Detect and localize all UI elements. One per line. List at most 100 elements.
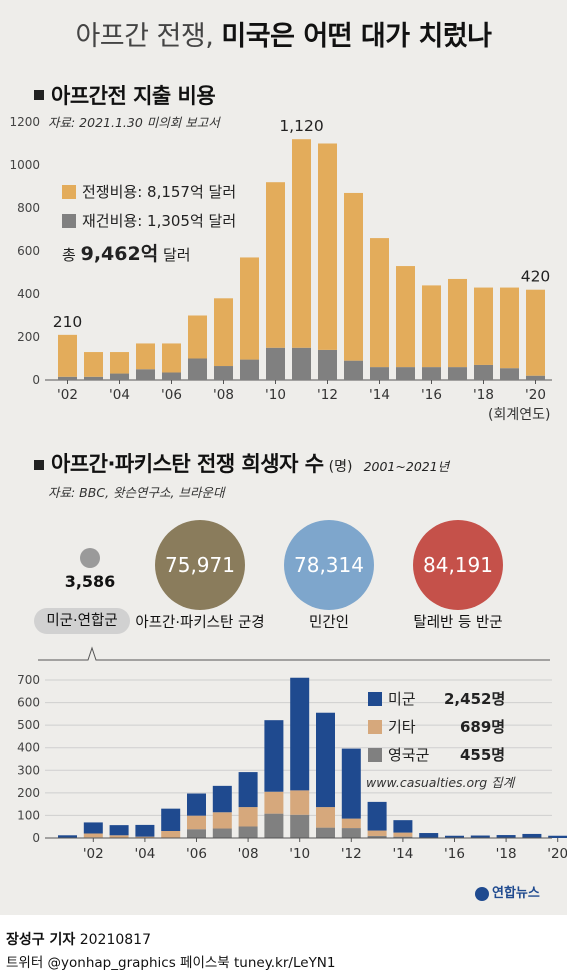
reconstruction-bar <box>58 376 77 380</box>
y-tick-label: 200 <box>17 786 40 800</box>
casualties-source: www.casualties.org 집계 <box>366 775 515 790</box>
total-cost: 총 9,462억 달러 <box>62 243 191 265</box>
x-tick-label: '12 <box>317 387 338 403</box>
war-cost-bar <box>292 139 311 348</box>
reconstruction-bar <box>188 358 207 380</box>
footer-reporter: 장성구 기자 20210817 <box>6 932 151 948</box>
section2-title: 아프간·파키스탄 전쟁 희생자 수 (명) 2001~2021년 <box>34 448 449 478</box>
war-cost-bar <box>58 334 77 377</box>
y-tick-label: 800 <box>17 201 40 215</box>
x-tick-label: '14 <box>369 387 390 403</box>
y-tick-label: 200 <box>17 330 40 344</box>
civilians-label: 민간인 <box>308 615 350 631</box>
coalition-circle <box>80 548 100 568</box>
content-panel <box>0 0 567 915</box>
uk-military-bar <box>341 828 361 838</box>
casualties-chart: 0 100 200 300 400 500 600 700 '02 '04 '06 '08 '10 '12… <box>17 673 567 862</box>
x-tick-label: '12 <box>341 846 362 862</box>
uk-military-bar <box>187 829 206 838</box>
war-cost-bar <box>370 238 389 368</box>
war-cost-bar <box>422 285 441 368</box>
x-tick-label: '08 <box>213 387 234 403</box>
war-cost-bar <box>162 343 181 373</box>
other-bar <box>109 835 129 838</box>
yonhap-logo-icon <box>475 886 489 901</box>
reconstruction-bar <box>240 359 259 380</box>
war-cost-bar <box>266 182 285 348</box>
other-swatch-icon <box>368 719 382 734</box>
reconstruction-bar <box>370 367 389 380</box>
coalition-label-pill: 미군·연합군 <box>34 608 130 634</box>
uk-military-bar <box>367 835 387 838</box>
legend-uk-military: 영국군 455명 <box>368 744 505 765</box>
war-cost-bar <box>396 266 415 368</box>
reconstruction-bar <box>500 368 519 380</box>
us-military-bar <box>187 793 206 816</box>
y-tick-label: 0 <box>32 831 40 845</box>
reconstruction-bar <box>292 347 311 380</box>
bullet-square-icon <box>34 90 44 100</box>
reconstruction-bar <box>318 349 337 380</box>
us-military-bar <box>238 772 258 808</box>
legend-reconstruction-cost: 재건비용: 1,305억 달러 <box>62 210 236 231</box>
war-cost-bar <box>344 192 363 361</box>
reconstruction-bar <box>448 367 467 380</box>
coalition-value: 3,586 <box>64 572 116 591</box>
war-cost-bar <box>214 298 233 367</box>
bar-value-label: 1,120 <box>279 117 323 135</box>
y-tick-label: 600 <box>17 244 40 258</box>
war-cost-bar <box>474 287 493 365</box>
civilians-value: 78,314 <box>294 553 364 577</box>
reconstruction-bar <box>396 367 415 380</box>
war-cost-bar <box>84 352 103 377</box>
y-tick-label: 500 <box>17 718 40 732</box>
x-tick-label: '20 <box>525 387 546 403</box>
callout-bracket <box>38 646 550 661</box>
taliban-circle: 84,191 <box>413 520 503 610</box>
war-cost-swatch-icon <box>62 184 76 199</box>
us-military-bar <box>83 822 103 834</box>
uk-military-bar <box>316 827 335 838</box>
uk-military-bar <box>290 814 310 838</box>
x-tick-label: '04 <box>109 387 130 403</box>
title-part1: 아프간 전쟁, <box>75 21 214 52</box>
y-tick-label: 1200 <box>9 115 40 129</box>
us-military-bar <box>109 825 129 836</box>
section1-source: 자료: 2021.1.30 미의회 보고서 <box>48 115 220 130</box>
civilians-circle: 78,314 <box>284 520 374 610</box>
section2-source: 자료: BBC, 왓슨연구소, 브라운대 <box>48 485 225 500</box>
reconstruction-bar <box>162 372 181 380</box>
other-bar <box>135 836 155 838</box>
other-bar <box>367 830 387 836</box>
us-military-bar <box>496 835 516 838</box>
x-tick-label: '10 <box>289 846 310 862</box>
x-tick-label: '16 <box>421 387 442 403</box>
uk-military-bar <box>212 828 232 838</box>
war-cost-bar <box>110 352 129 374</box>
us-military-bar <box>316 712 335 808</box>
other-bar <box>264 791 284 814</box>
y-tick-label: 0 <box>32 373 40 387</box>
us-military-bar <box>548 835 567 838</box>
x-tick-label: '16 <box>444 846 465 862</box>
x-tick-label: '14 <box>392 846 413 862</box>
bar-value-label: 420 <box>521 268 551 286</box>
bullet-square-icon <box>34 459 44 470</box>
afghan-pakistan-forces-value: 75,971 <box>165 553 235 577</box>
other-bar <box>316 807 335 828</box>
us-military-bar <box>393 820 413 833</box>
spending-chart: 0 200 400 600 800 1000 1200 '02 '04 '06 '08 '10 '12 '… <box>9 115 552 403</box>
x-tick-label: '20 <box>547 846 567 862</box>
page-title: 아프간 전쟁, 미국은 어떤 대가 치렀나 <box>0 14 567 53</box>
us-military-bar <box>161 808 181 832</box>
y-tick-label: 400 <box>17 741 40 755</box>
uk-military-swatch-icon <box>368 747 382 762</box>
us-military-bar <box>367 801 387 831</box>
y-tick-label: 1000 <box>9 158 40 172</box>
title-part2: 미국은 어떤 대가 치렀나 <box>221 21 492 52</box>
x-tick-label: '18 <box>496 846 517 862</box>
us-military-bar <box>290 677 310 791</box>
x-tick-label: '04 <box>134 846 155 862</box>
fiscal-year-label: (회계연도) <box>488 407 551 423</box>
us-military-bar <box>341 748 361 819</box>
